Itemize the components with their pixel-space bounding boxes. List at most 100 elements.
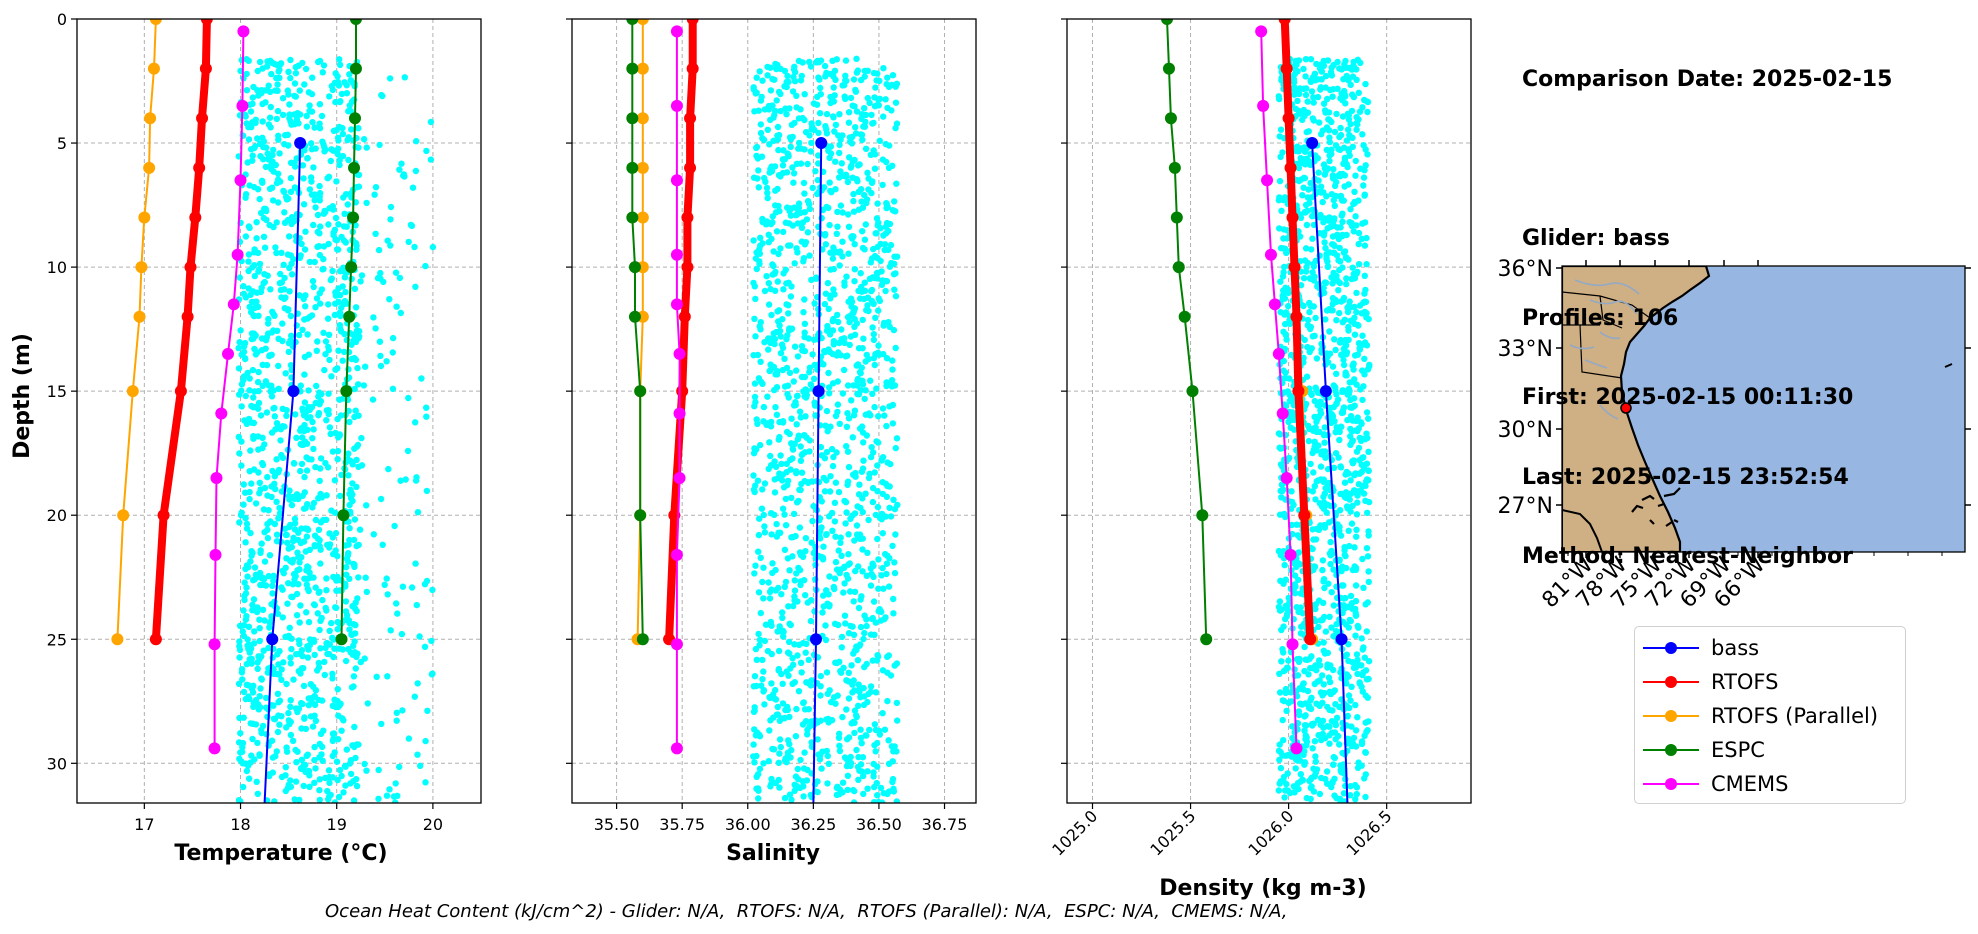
scatter-point	[317, 300, 324, 307]
scatter-point	[286, 624, 293, 631]
scatter-point	[757, 234, 764, 241]
scatter-point	[285, 233, 293, 240]
scatter-point	[1317, 463, 1325, 470]
scatter-point	[772, 287, 779, 294]
scatter-point	[363, 502, 370, 509]
data-point-rtofs-parallel	[111, 633, 124, 646]
scatter-point	[1364, 694, 1372, 701]
scatter-point	[300, 782, 307, 790]
scatter-point	[1285, 289, 1292, 297]
data-point-bass	[266, 633, 279, 646]
scatter-point	[1328, 419, 1335, 427]
scatter-point	[384, 673, 391, 680]
scatter-point	[759, 77, 766, 84]
scatter-point	[820, 543, 827, 550]
data-point-cmems	[673, 347, 686, 360]
scatter-point	[303, 533, 311, 540]
data-point-rtofs-parallel	[636, 211, 649, 224]
scatter-point	[830, 84, 837, 91]
scatter-point	[360, 136, 368, 143]
scatter-point	[875, 102, 882, 109]
scatter-point	[853, 531, 861, 538]
scatter-point	[378, 720, 385, 728]
scatter-point	[256, 752, 263, 759]
scatter-point	[1321, 584, 1328, 592]
scatter-point	[771, 386, 778, 394]
scatter-point	[323, 417, 330, 424]
plot-frame	[571, 18, 977, 804]
scatter-point	[1307, 664, 1314, 672]
scatter-point	[412, 167, 420, 175]
scatter-point	[859, 568, 866, 575]
scatter-point	[1282, 284, 1289, 291]
scatter-point	[404, 447, 412, 455]
scatter-point	[387, 216, 394, 223]
scatter-point	[348, 631, 355, 638]
scatter-point	[832, 121, 840, 129]
scatter-point	[1353, 651, 1361, 658]
scatter-point	[423, 413, 430, 420]
scatter-point	[830, 73, 837, 80]
scatter-point	[302, 228, 309, 235]
scatter-point	[879, 405, 887, 412]
scatter-point	[1280, 623, 1287, 630]
scatter-point	[1363, 545, 1371, 552]
data-point-cmems	[1268, 298, 1281, 311]
data-point-espc	[348, 161, 361, 174]
scatter-point	[297, 670, 304, 677]
scatter-point	[243, 70, 250, 78]
scatter-point	[1292, 59, 1300, 66]
scatter-point	[751, 393, 759, 401]
scatter-point	[270, 223, 277, 231]
scatter-point	[243, 520, 251, 528]
data-point-espc	[1172, 261, 1185, 274]
scatter-point	[892, 124, 899, 132]
scatter-point	[874, 792, 881, 799]
scatter-point	[882, 287, 889, 295]
y-tick-label: 0	[57, 10, 67, 29]
scatter-point	[795, 57, 803, 65]
scatter-point	[263, 704, 270, 711]
scatter-point	[778, 341, 786, 348]
data-point-espc	[335, 633, 348, 646]
scatter-point	[802, 535, 810, 542]
scatter-point	[1345, 673, 1352, 680]
scatter-point	[1341, 248, 1349, 255]
scatter-point	[299, 162, 307, 169]
scatter-point	[1275, 93, 1283, 100]
scatter-point	[332, 547, 339, 554]
scatter-point	[846, 560, 853, 567]
scatter-point	[389, 385, 397, 392]
scatter-point	[764, 72, 771, 79]
scatter-point	[348, 126, 355, 133]
scatter-point	[847, 94, 855, 102]
scatter-point	[1325, 580, 1332, 587]
scatter-point	[416, 633, 423, 640]
scatter-point	[383, 575, 390, 582]
data-point-bass	[287, 385, 300, 398]
scatter-point	[883, 355, 891, 362]
scatter-point	[766, 595, 774, 602]
scatter-point	[782, 266, 789, 273]
scatter-point	[832, 158, 839, 165]
scatter-point	[823, 448, 831, 456]
scatter-point	[1280, 737, 1287, 744]
scatter-point	[325, 542, 332, 549]
scatter-point	[1345, 735, 1352, 743]
scatter-point	[862, 221, 869, 228]
scatter-point	[1282, 369, 1289, 376]
scatter-point	[885, 737, 892, 744]
scatter-point	[759, 578, 766, 586]
scatter-point	[262, 163, 270, 171]
scatter-point	[240, 348, 248, 356]
scatter-point	[291, 111, 298, 118]
scatter-point	[246, 224, 253, 232]
scatter-point	[801, 749, 808, 756]
scatter-point	[854, 657, 862, 664]
scatter-point	[251, 564, 259, 571]
scatter-point	[326, 356, 333, 364]
scatter-point	[853, 108, 861, 115]
scatter-point	[1358, 662, 1365, 669]
scatter-point	[883, 560, 891, 567]
scatter-point	[249, 735, 256, 743]
